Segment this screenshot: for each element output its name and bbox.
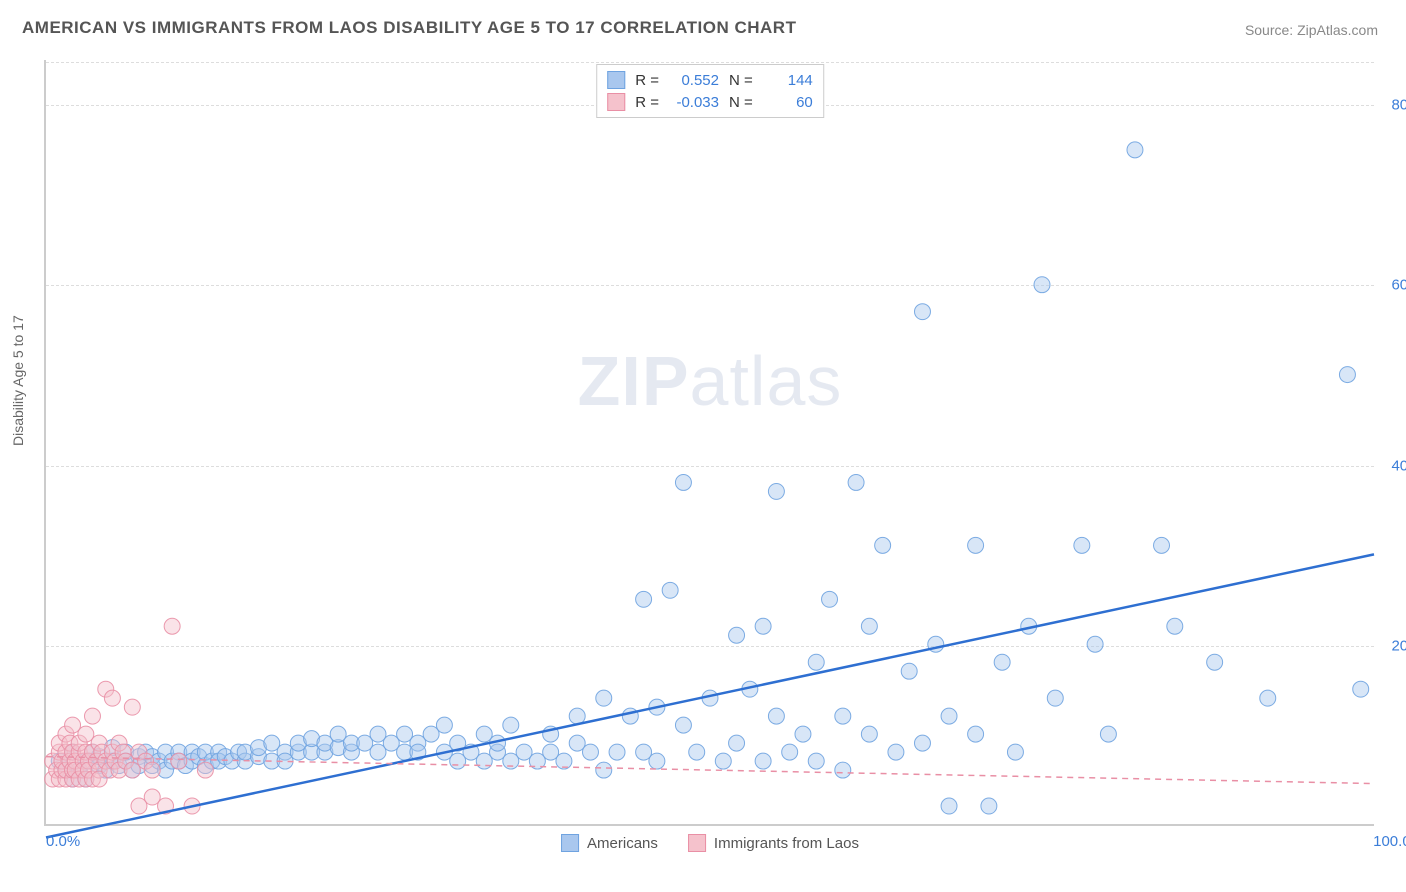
data-point <box>1100 726 1116 742</box>
y-tick-label: 80.0% <box>1391 97 1406 114</box>
data-point <box>197 762 213 778</box>
data-point <box>636 591 652 607</box>
data-point <box>1007 744 1023 760</box>
data-point <box>861 726 877 742</box>
data-point <box>861 618 877 634</box>
data-point <box>888 744 904 760</box>
n-value: 144 <box>763 72 813 89</box>
data-point <box>901 663 917 679</box>
data-point <box>914 304 930 320</box>
legend-swatch <box>688 834 706 852</box>
r-label: R = <box>635 72 659 89</box>
legend-label: Immigrants from Laos <box>714 835 859 852</box>
data-point <box>124 699 140 715</box>
data-point <box>768 483 784 499</box>
data-point <box>914 735 930 751</box>
data-point <box>808 654 824 670</box>
r-value: 0.552 <box>669 72 719 89</box>
data-point <box>835 708 851 724</box>
chart-title: AMERICAN VS IMMIGRANTS FROM LAOS DISABIL… <box>22 18 796 38</box>
data-point <box>755 618 771 634</box>
data-point <box>609 744 625 760</box>
data-point <box>875 537 891 553</box>
data-point <box>662 582 678 598</box>
data-point <box>84 708 100 724</box>
y-tick-label: 60.0% <box>1391 277 1406 294</box>
data-point <box>729 735 745 751</box>
data-point <box>1167 618 1183 634</box>
data-point <box>1034 277 1050 293</box>
legend-swatch <box>607 71 625 89</box>
n-value: 60 <box>763 94 813 111</box>
data-point <box>596 762 612 778</box>
data-point <box>164 618 180 634</box>
data-point <box>981 798 997 814</box>
data-point <box>171 753 187 769</box>
r-label: R = <box>635 94 659 111</box>
data-point <box>848 474 864 490</box>
data-point <box>1353 681 1369 697</box>
r-value: -0.033 <box>669 94 719 111</box>
legend-label: Americans <box>587 835 658 852</box>
data-point <box>436 717 452 733</box>
data-point <box>675 717 691 733</box>
chart-area: ZIPatlas 20.0%40.0%60.0%80.0% R =0.552N … <box>44 60 1374 826</box>
data-point <box>689 744 705 760</box>
stats-row: R = 0.552 N = 144 <box>607 69 813 91</box>
data-point <box>941 798 957 814</box>
stats-legend: R = 0.552 N = 144 R = -0.033 N = 60 <box>596 64 824 118</box>
data-point <box>144 762 160 778</box>
data-point <box>968 726 984 742</box>
trend-line <box>46 554 1374 837</box>
data-point <box>1339 367 1355 383</box>
data-point <box>649 753 665 769</box>
x-tick-max: 100.0% <box>1373 833 1406 850</box>
y-tick-label: 20.0% <box>1391 637 1406 654</box>
data-point <box>104 690 120 706</box>
data-point <box>768 708 784 724</box>
data-point <box>782 744 798 760</box>
trend-line <box>46 757 1374 784</box>
stats-row: R = -0.033 N = 60 <box>607 91 813 113</box>
y-tick-label: 40.0% <box>1391 457 1406 474</box>
data-point <box>795 726 811 742</box>
legend-item: Immigrants from Laos <box>688 834 859 852</box>
data-point <box>569 708 585 724</box>
data-point <box>582 744 598 760</box>
data-point <box>1154 537 1170 553</box>
data-point <box>994 654 1010 670</box>
data-point <box>596 690 612 706</box>
data-point <box>715 753 731 769</box>
data-point <box>1207 654 1223 670</box>
y-axis-label: Disability Age 5 to 17 <box>10 315 26 446</box>
data-point <box>675 474 691 490</box>
data-point <box>503 717 519 733</box>
data-point <box>968 537 984 553</box>
data-point <box>1047 690 1063 706</box>
bottom-legend: Americans Immigrants from Laos <box>561 834 859 852</box>
data-point <box>822 591 838 607</box>
x-tick-min: 0.0% <box>46 833 80 850</box>
source-attribution: Source: ZipAtlas.com <box>1245 22 1378 38</box>
data-point <box>1087 636 1103 652</box>
data-point <box>1127 142 1143 158</box>
data-point <box>729 627 745 643</box>
data-point <box>808 753 824 769</box>
n-label: N = <box>729 94 753 111</box>
data-point <box>1260 690 1276 706</box>
n-label: N = <box>729 72 753 89</box>
data-point <box>941 708 957 724</box>
data-point <box>1074 537 1090 553</box>
data-point <box>755 753 771 769</box>
legend-swatch <box>607 93 625 111</box>
legend-swatch <box>561 834 579 852</box>
scatter-plot <box>46 60 1374 824</box>
legend-item: Americans <box>561 834 658 852</box>
data-point <box>835 762 851 778</box>
